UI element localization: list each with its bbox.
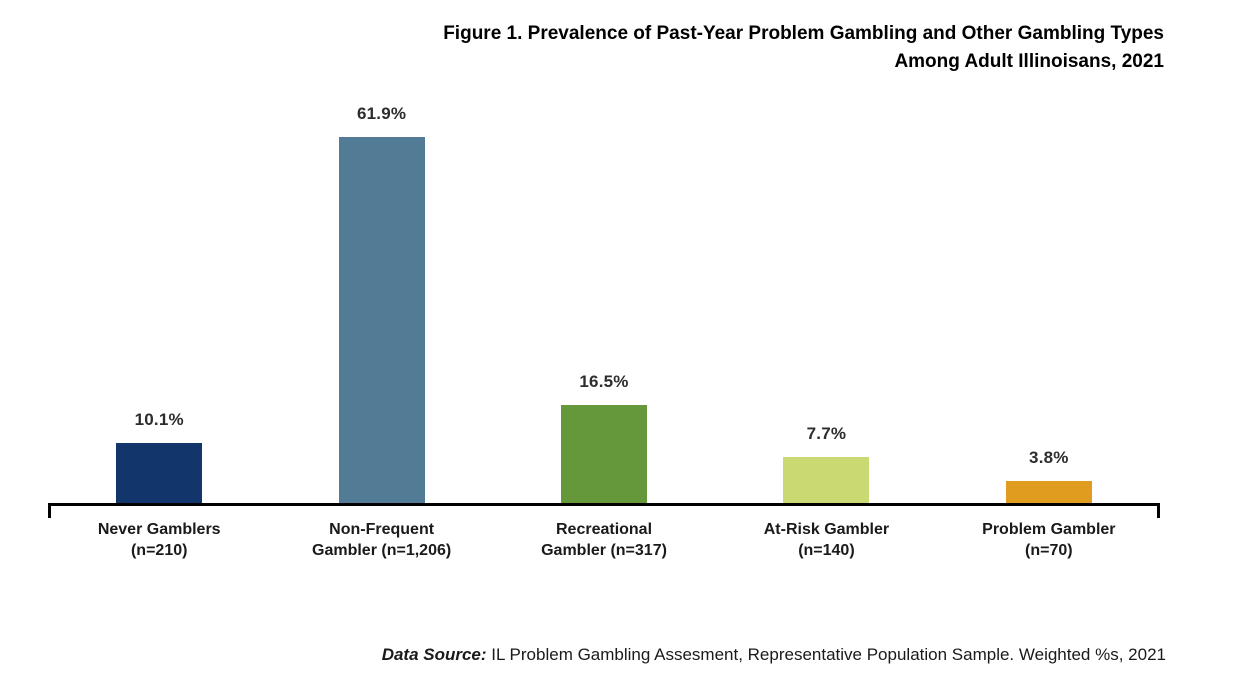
- bar-column: 16.5%: [493, 99, 715, 503]
- chart-title: Figure 1. Prevalence of Past-Year Proble…: [0, 0, 1246, 76]
- bar: [783, 457, 870, 503]
- data-source-note: Data Source: IL Problem Gambling Assesme…: [0, 645, 1246, 665]
- bar-value-label: 7.7%: [806, 424, 847, 443]
- axis-tick-right: [1157, 503, 1160, 518]
- bar-value-label: 16.5%: [579, 372, 629, 391]
- bar: [561, 405, 648, 503]
- category-label: Recreational Gambler (n=317): [541, 521, 667, 559]
- bar-column: 61.9%: [270, 99, 492, 503]
- bar: [1005, 481, 1092, 503]
- category-label: At-Risk Gambler (n=140): [763, 521, 890, 559]
- bar-value-label: 61.9%: [357, 104, 407, 123]
- axis-tick-left: [48, 503, 51, 518]
- chart-title-line2: Among Adult Illinoisans, 2021: [894, 51, 1164, 72]
- plot-area: 10.1% 61.9% 16.5% 7.7% 3.8%: [48, 99, 1160, 503]
- category-label: Non-Frequent Gambler (n=1,206): [312, 521, 452, 559]
- category-label: Problem Gambler (n=70): [982, 521, 1116, 559]
- category-labels-row: Never Gamblers (n=210) Non-Frequent Gambl…: [48, 519, 1160, 561]
- bar-chart: 10.1% 61.9% 16.5% 7.7% 3.8% Never Gamblers (…: [48, 99, 1160, 561]
- data-source-text: IL Problem Gambling Assesment, Represent…: [486, 645, 1166, 664]
- bar: [116, 443, 203, 503]
- bar: [338, 137, 425, 503]
- bar-column: 3.8%: [938, 99, 1160, 503]
- bar-column: 7.7%: [715, 99, 937, 503]
- category-label: Never Gamblers (n=210): [97, 521, 221, 559]
- bar-column: 10.1%: [48, 99, 270, 503]
- chart-title-line1: Figure 1. Prevalence of Past-Year Proble…: [443, 23, 1164, 44]
- bar-value-label: 10.1%: [134, 410, 184, 429]
- data-source-label: Data Source:: [381, 645, 487, 664]
- x-axis-line: [48, 503, 1160, 518]
- bar-value-label: 3.8%: [1029, 448, 1069, 467]
